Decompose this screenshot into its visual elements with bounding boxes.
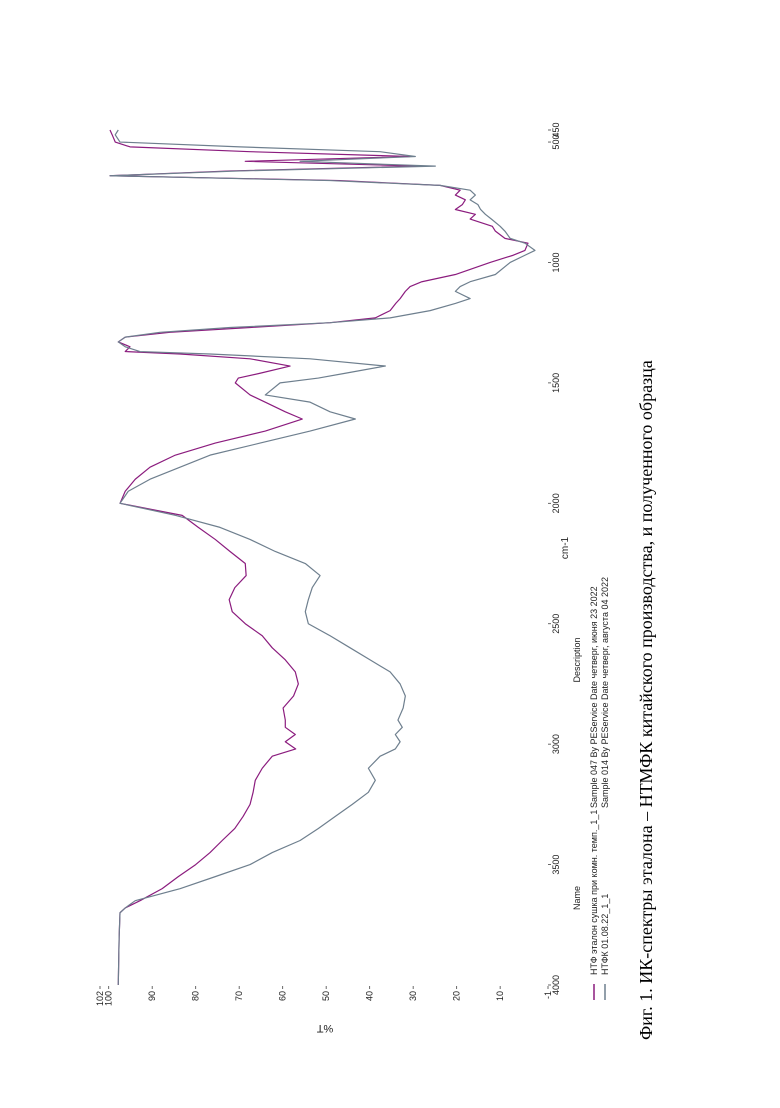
y-tick-label: 80	[191, 991, 201, 1001]
spectrum-line	[110, 130, 528, 985]
y-tick-label: 70	[234, 991, 244, 1001]
x-tick-label: 3500	[551, 855, 561, 875]
x-tick-label: 1000	[551, 252, 561, 272]
legend-header: Name	[572, 886, 582, 910]
y-tick-label: 90	[147, 991, 157, 1001]
x-tick-label: 450	[551, 122, 561, 137]
y-tick-label: 40	[365, 991, 375, 1001]
x-tick-label: 2000	[551, 493, 561, 513]
page: {"chart_data": {"type": "line", "x_label…	[0, 0, 780, 1103]
legend-description: Sample 047 By PEService Date четверг, ию…	[589, 586, 599, 808]
legend-description: Sample 014 By PEService Date четверг, ав…	[600, 577, 610, 808]
y-tick-label: 20	[452, 991, 462, 1001]
y-axis-label: %T	[316, 1022, 333, 1034]
x-tick-label: 3000	[551, 734, 561, 754]
spectrum-line	[110, 130, 535, 985]
chart: %T cm-1 Name Description Фиг. 1. ИК-спек…	[0, 0, 780, 1103]
caption: Фиг. 1. ИК-спектры эталона – НТМФК китай…	[636, 360, 656, 1040]
y-tick-label: 60	[278, 991, 288, 1001]
y-tick-label: 10	[495, 991, 505, 1001]
x-tick-label: 1500	[551, 373, 561, 393]
legend-header: Description	[572, 637, 582, 682]
y-tick-label: 100	[104, 991, 114, 1006]
legend-name: НТФК 01.08.22_1_1	[600, 894, 610, 975]
x-axis-label: cm-1	[560, 536, 571, 559]
y-tick-label: 50	[321, 991, 331, 1001]
x-tick-label: 2500	[551, 614, 561, 634]
y-tick-label: -1	[543, 991, 553, 999]
rotated-page: %T cm-1 Name Description Фиг. 1. ИК-спек…	[95, 122, 656, 1040]
legend-name: НТФ эталон сушка при комн. темп._1_1	[589, 810, 599, 975]
y-tick-label: 30	[408, 991, 418, 1001]
